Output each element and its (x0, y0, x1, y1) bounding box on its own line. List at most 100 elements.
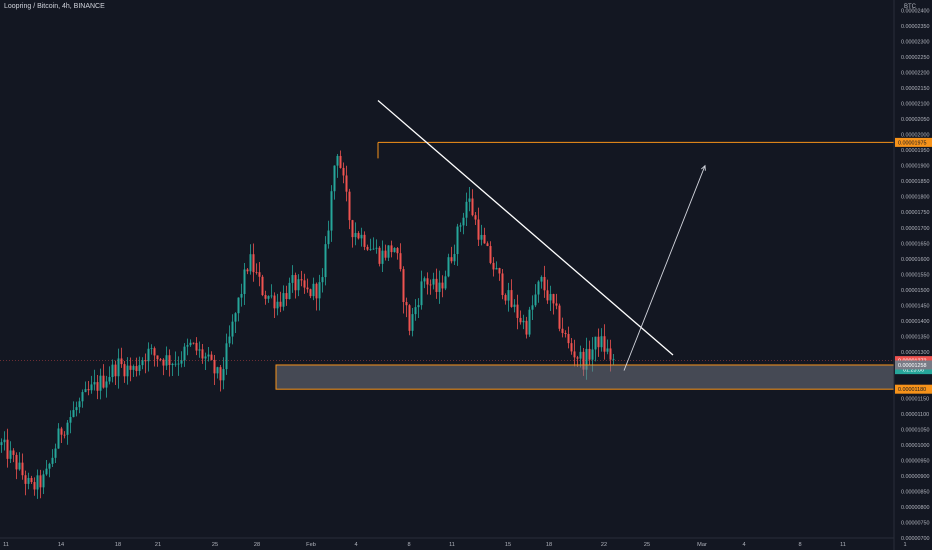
candle-body (96, 382, 99, 391)
candle-body (66, 422, 69, 435)
candle-body (153, 348, 156, 356)
x-tick-label: Mar (697, 542, 707, 548)
candle-body (288, 282, 291, 299)
candle-body (342, 167, 345, 176)
projection-arrow-head (701, 164, 706, 171)
y-tick-label: 0.00002000 (901, 133, 929, 139)
candle-body (75, 407, 78, 411)
y-tick-label: 0.00000950 (901, 459, 929, 465)
candle-body (363, 234, 366, 247)
candle-body (513, 304, 516, 307)
x-tick-label: 8 (798, 542, 801, 548)
candle-body (585, 348, 588, 370)
candle-body (18, 462, 21, 470)
candle-body (21, 462, 24, 476)
candle-body (132, 366, 135, 370)
candle-body (420, 281, 423, 306)
candle-body (234, 313, 237, 322)
y-tick-label: 0.00001750 (901, 210, 929, 216)
y-tick-label: 0.00000700 (901, 536, 929, 542)
y-tick-label: 0.00002100 (901, 102, 929, 108)
candle-body (54, 448, 57, 458)
y-tick-label: 0.00002300 (901, 39, 929, 45)
candle-body (216, 367, 219, 374)
candle-body (315, 283, 318, 299)
candle-body (24, 475, 27, 484)
y-tick-label: 0.00001050 (901, 428, 929, 434)
y-tick-label: 0.00001300 (901, 350, 929, 356)
candle-body (354, 233, 357, 238)
candle-body (489, 246, 492, 263)
candle-body (459, 225, 462, 227)
candle-body (9, 450, 12, 459)
chart-title: Loopring / Bitcoin, 4h, BINANCE (4, 3, 105, 10)
descending-trendline (377, 99, 674, 356)
x-tick-label: 11 (3, 542, 9, 548)
candle-body (162, 359, 165, 366)
candle-body (111, 364, 114, 378)
support-bottom-price-label-bg (895, 384, 932, 394)
candle-body (282, 293, 285, 307)
candle-body (549, 294, 552, 301)
candle-body (390, 245, 393, 253)
countdown-label: 01:23:06 (903, 368, 924, 374)
candle-body (366, 246, 369, 250)
candle-body (600, 336, 603, 348)
candle-body (36, 475, 39, 490)
candle-body (15, 454, 18, 470)
x-tick-label: 14 (58, 542, 64, 548)
candle-body (300, 279, 303, 281)
y-tick-label: 0.00000900 (901, 474, 929, 480)
candle-body (51, 457, 54, 464)
candle-body (84, 389, 87, 393)
candle-body (177, 363, 180, 365)
candle-body (321, 277, 324, 283)
y-tick-label: 0.00001950 (901, 148, 929, 154)
candle-body (345, 175, 348, 192)
candle-body (540, 276, 543, 282)
candle-body (501, 273, 504, 296)
candle-body (207, 354, 210, 357)
candle-body (78, 401, 81, 408)
candle-body (222, 369, 225, 381)
candle-body (510, 290, 513, 307)
candle-body (306, 287, 309, 290)
candle-body (405, 302, 408, 306)
candle-body (189, 342, 192, 346)
candle-body (210, 354, 213, 360)
candle-body (129, 365, 132, 370)
candle-body (261, 276, 264, 296)
candle-body (147, 348, 150, 362)
candle-body (414, 307, 417, 315)
price-axis[interactable]: 0.00002400 0.00002350 0.00002300 0.00002250… (901, 8, 929, 542)
candle-body (423, 278, 426, 282)
candle-body (399, 253, 402, 270)
x-tick-label: 4 (354, 542, 357, 548)
candle-body (171, 363, 174, 366)
resistance-price-label-bg (895, 137, 932, 147)
candle-body (309, 289, 312, 297)
candle-body (60, 428, 63, 435)
candle-body (603, 336, 606, 352)
y-tick-label: 0.00001500 (901, 288, 929, 294)
candle-body (561, 328, 564, 334)
candle-body (117, 358, 120, 377)
candle-body (486, 243, 489, 247)
candle-body (204, 356, 207, 359)
candle-body (336, 155, 339, 166)
candle-body (240, 293, 243, 298)
candle-body (525, 320, 528, 335)
candle-body (63, 434, 66, 436)
candle-body (279, 301, 282, 307)
candle-body (114, 364, 117, 377)
y-tick-label: 0.00001650 (901, 241, 929, 247)
time-axis[interactable]: 11 14 18 21 25 28 Feb 4 8 11 15 18 22 25 Mar 4 8 11 1 (3, 542, 906, 548)
candle-body (396, 248, 399, 254)
candle-body (57, 428, 60, 449)
candle-body (522, 320, 525, 323)
candle-body (612, 358, 615, 360)
y-tick-label: 0.00001850 (901, 179, 929, 185)
y-tick-label: 0.00000850 (901, 490, 929, 496)
